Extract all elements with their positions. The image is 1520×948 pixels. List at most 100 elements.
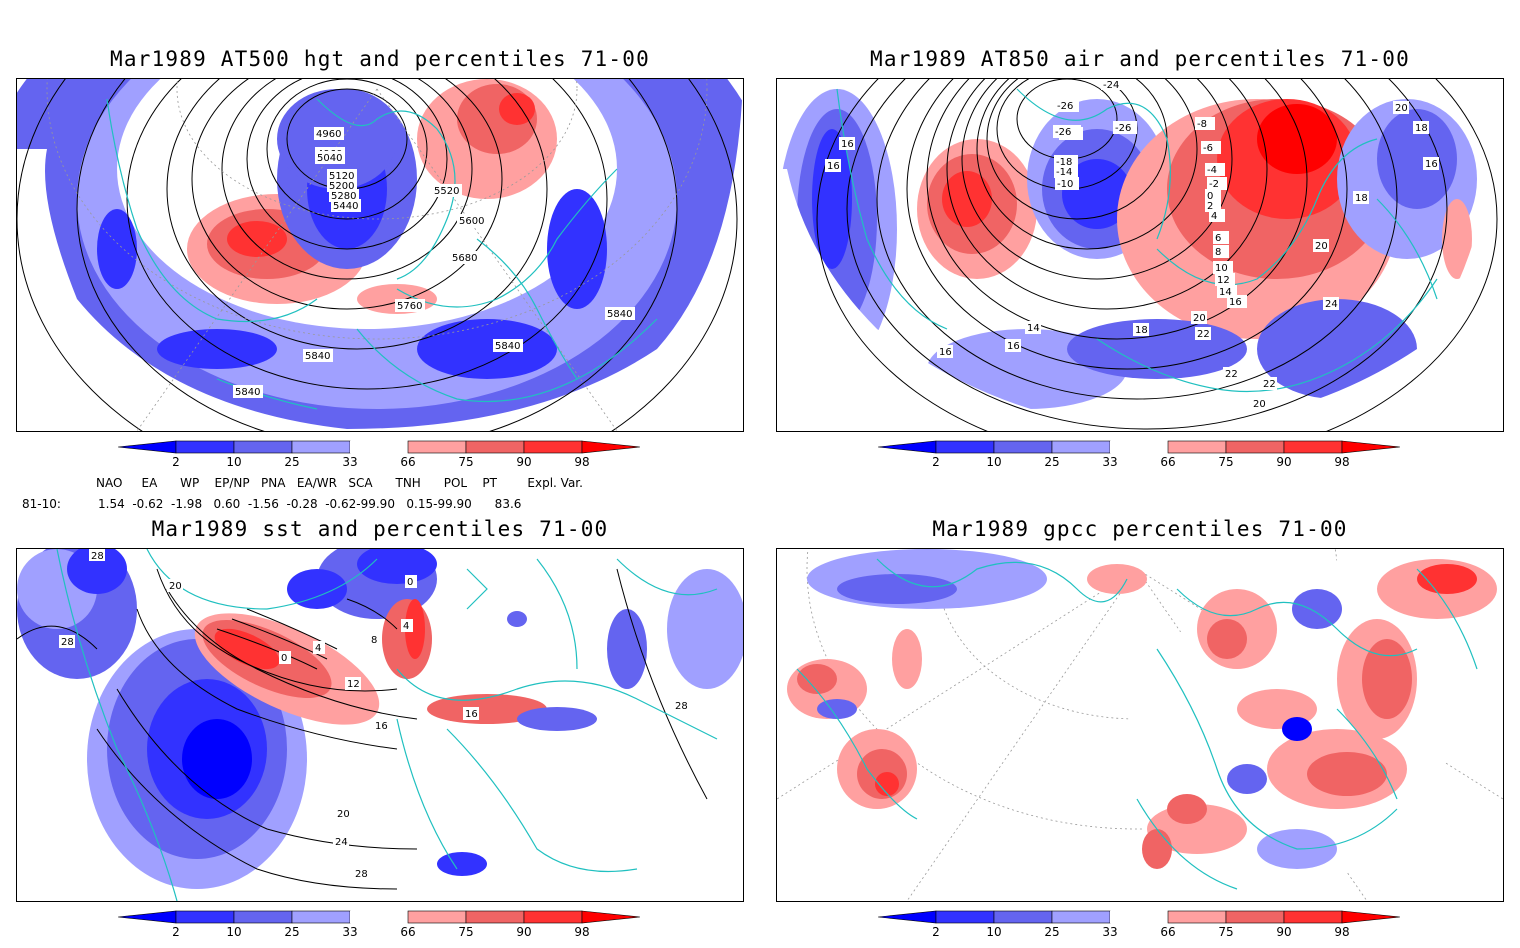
map-panel-gpcc bbox=[776, 548, 1504, 902]
colorbar-tick-label: 75 bbox=[458, 925, 474, 939]
contour-label: 5840 bbox=[607, 309, 632, 320]
colorbar-tick-label: 10 bbox=[226, 455, 242, 469]
colorbar-swatch bbox=[465, 440, 525, 454]
colorbar-swatch bbox=[350, 911, 408, 923]
colorbar-swatch bbox=[233, 910, 293, 924]
colorbar-swatch bbox=[118, 440, 177, 454]
indices-header: NAO EA WP EP/NP PNA EA/WR SCA TNH POL PT… bbox=[96, 476, 583, 490]
colorbar-swatch bbox=[1051, 910, 1111, 924]
colorbar-tick-label: 25 bbox=[284, 925, 300, 939]
sst-shading bbox=[17, 549, 743, 901]
contour-label: -26 bbox=[1115, 123, 1131, 134]
contour-label: 20 bbox=[1395, 103, 1408, 114]
contour-label: 5280 bbox=[331, 191, 356, 202]
colorbar-gpcc: 2 10 25 33 66 75 90 98 bbox=[878, 908, 1418, 948]
contour-label: 14 bbox=[1027, 323, 1040, 334]
gpcc-coastlines bbox=[796, 558, 1478, 890]
colorbar-swatch bbox=[465, 910, 525, 924]
contour-label: 4960 bbox=[316, 129, 341, 140]
colorbar-tick-label: 90 bbox=[516, 925, 532, 939]
air-shading bbox=[777, 79, 1503, 429]
colorbar-swatch bbox=[1283, 440, 1343, 454]
colorbar-tick-label: 75 bbox=[458, 455, 474, 469]
colorbar-swatch bbox=[291, 440, 351, 454]
contour-label: 12 bbox=[1217, 275, 1230, 286]
colorbar-air: 2 10 25 33 66 75 90 98 bbox=[878, 438, 1418, 478]
colorbar-swatch bbox=[523, 440, 583, 454]
colorbar-tick-label: 2 bbox=[932, 925, 940, 939]
colorbar-swatch bbox=[935, 440, 995, 454]
colorbar-tick-label: 75 bbox=[1218, 925, 1234, 939]
colorbar-swatch bbox=[291, 910, 351, 924]
contour-label: 22 bbox=[1225, 369, 1238, 380]
air-contours bbox=[816, 79, 1498, 431]
contour-label: 16 bbox=[827, 161, 840, 172]
contour-label: -6 bbox=[1203, 143, 1213, 154]
colorbar-tick-label: 98 bbox=[1334, 925, 1350, 939]
colorbar-tick-label: 33 bbox=[342, 455, 358, 469]
contour-label: -14 bbox=[1056, 167, 1072, 178]
contour-label: 24 bbox=[1325, 299, 1338, 310]
contour-label: 20 bbox=[1193, 313, 1206, 324]
contour-label: 6 bbox=[1215, 233, 1221, 244]
contour-label: 5680 bbox=[452, 253, 477, 264]
colorbar-swatch bbox=[878, 910, 937, 924]
colorbar-tick-label: 2 bbox=[172, 925, 180, 939]
colorbar-swatches bbox=[878, 910, 1401, 924]
contour-label: -18 bbox=[1056, 157, 1072, 168]
indices-row-label: 81-10: bbox=[22, 497, 61, 511]
contour-label: -10 bbox=[1057, 179, 1073, 190]
air-contour-labels: -26 -26 -26 -26 -26 -18 -14 -10 -8 -6 -4… bbox=[825, 79, 1439, 410]
colorbar-swatch bbox=[233, 440, 293, 454]
colorbar-swatch bbox=[1225, 910, 1285, 924]
colorbar-swatch bbox=[581, 910, 641, 924]
contour-label: 20 bbox=[1315, 241, 1328, 252]
contour-label: 16 bbox=[1425, 159, 1438, 170]
panel-title-gpcc: Mar1989 gpcc percentiles 71-00 bbox=[932, 517, 1348, 541]
contour-label: 8 bbox=[1215, 247, 1221, 258]
hgt-contour-labels: 4960 4960 4960 5040 5120 5200 5280 5440 … bbox=[233, 127, 635, 398]
map-panel-air: -26 -26 -26 -26 -26 -18 -14 -10 -8 -6 -4… bbox=[776, 78, 1504, 432]
colorbar-swatch bbox=[581, 440, 641, 454]
map-hgt-svg: 4960 4960 4960 5040 5120 5200 5280 5440 … bbox=[17, 79, 743, 431]
map-panel-hgt: 4960 4960 4960 5040 5120 5200 5280 5440 … bbox=[16, 78, 744, 432]
colorbar-swatch bbox=[175, 910, 235, 924]
colorbar-swatches bbox=[118, 440, 641, 454]
contour-label: -4 bbox=[1207, 165, 1217, 176]
colorbar-tick-label: 2 bbox=[172, 455, 180, 469]
panel-title-air: Mar1989 AT850 air and percentiles 71-00 bbox=[870, 47, 1410, 71]
colorbar-swatch bbox=[407, 910, 467, 924]
map-gpcc-svg bbox=[777, 549, 1503, 901]
hgt-coastlines bbox=[106, 98, 658, 410]
contour-label: 8 bbox=[371, 635, 377, 646]
colorbar-swatch bbox=[1051, 440, 1111, 454]
contour-label: 0 bbox=[281, 653, 287, 664]
contour-label: 28 bbox=[91, 551, 104, 562]
colorbar-swatch bbox=[1225, 440, 1285, 454]
contour-label: 5840 bbox=[495, 341, 520, 352]
contour-label: -26 bbox=[1055, 127, 1071, 138]
colorbar-tick-label: 98 bbox=[574, 925, 590, 939]
colorbar-tick-label: 33 bbox=[1102, 455, 1118, 469]
colorbar-tick-label: 98 bbox=[1334, 455, 1350, 469]
colorbar-swatch bbox=[175, 440, 235, 454]
colorbar-tick-label: 10 bbox=[986, 455, 1002, 469]
colorbar-swatch bbox=[1341, 440, 1401, 454]
colorbar-tick-label: 25 bbox=[1044, 925, 1060, 939]
colorbar-swatches bbox=[878, 440, 1401, 454]
indices-values: 1.54 -0.62 -1.98 0.60 -1.56 -0.28 -0.62-… bbox=[98, 497, 522, 511]
contour-label: 5040 bbox=[317, 153, 342, 164]
gpcc-shading bbox=[787, 549, 1503, 901]
colorbar-swatch bbox=[118, 910, 177, 924]
contour-label: 0 bbox=[1207, 191, 1213, 202]
contour-label: 10 bbox=[1215, 263, 1228, 274]
contour-label: 5520 bbox=[434, 186, 459, 197]
colorbar-tick-label: 90 bbox=[1276, 455, 1292, 469]
contour-label: 5840 bbox=[235, 387, 260, 398]
colorbar-tick-label: 33 bbox=[342, 925, 358, 939]
colorbar-tick-label: 10 bbox=[226, 925, 242, 939]
contour-label: 16 bbox=[1229, 297, 1242, 308]
colorbar-tick-label: 66 bbox=[400, 925, 416, 939]
map-panel-sst: 28 28 20 0 4 8 12 16 16 20 24 28 28 4 0 bbox=[16, 548, 744, 902]
colorbar-swatch bbox=[878, 440, 937, 454]
